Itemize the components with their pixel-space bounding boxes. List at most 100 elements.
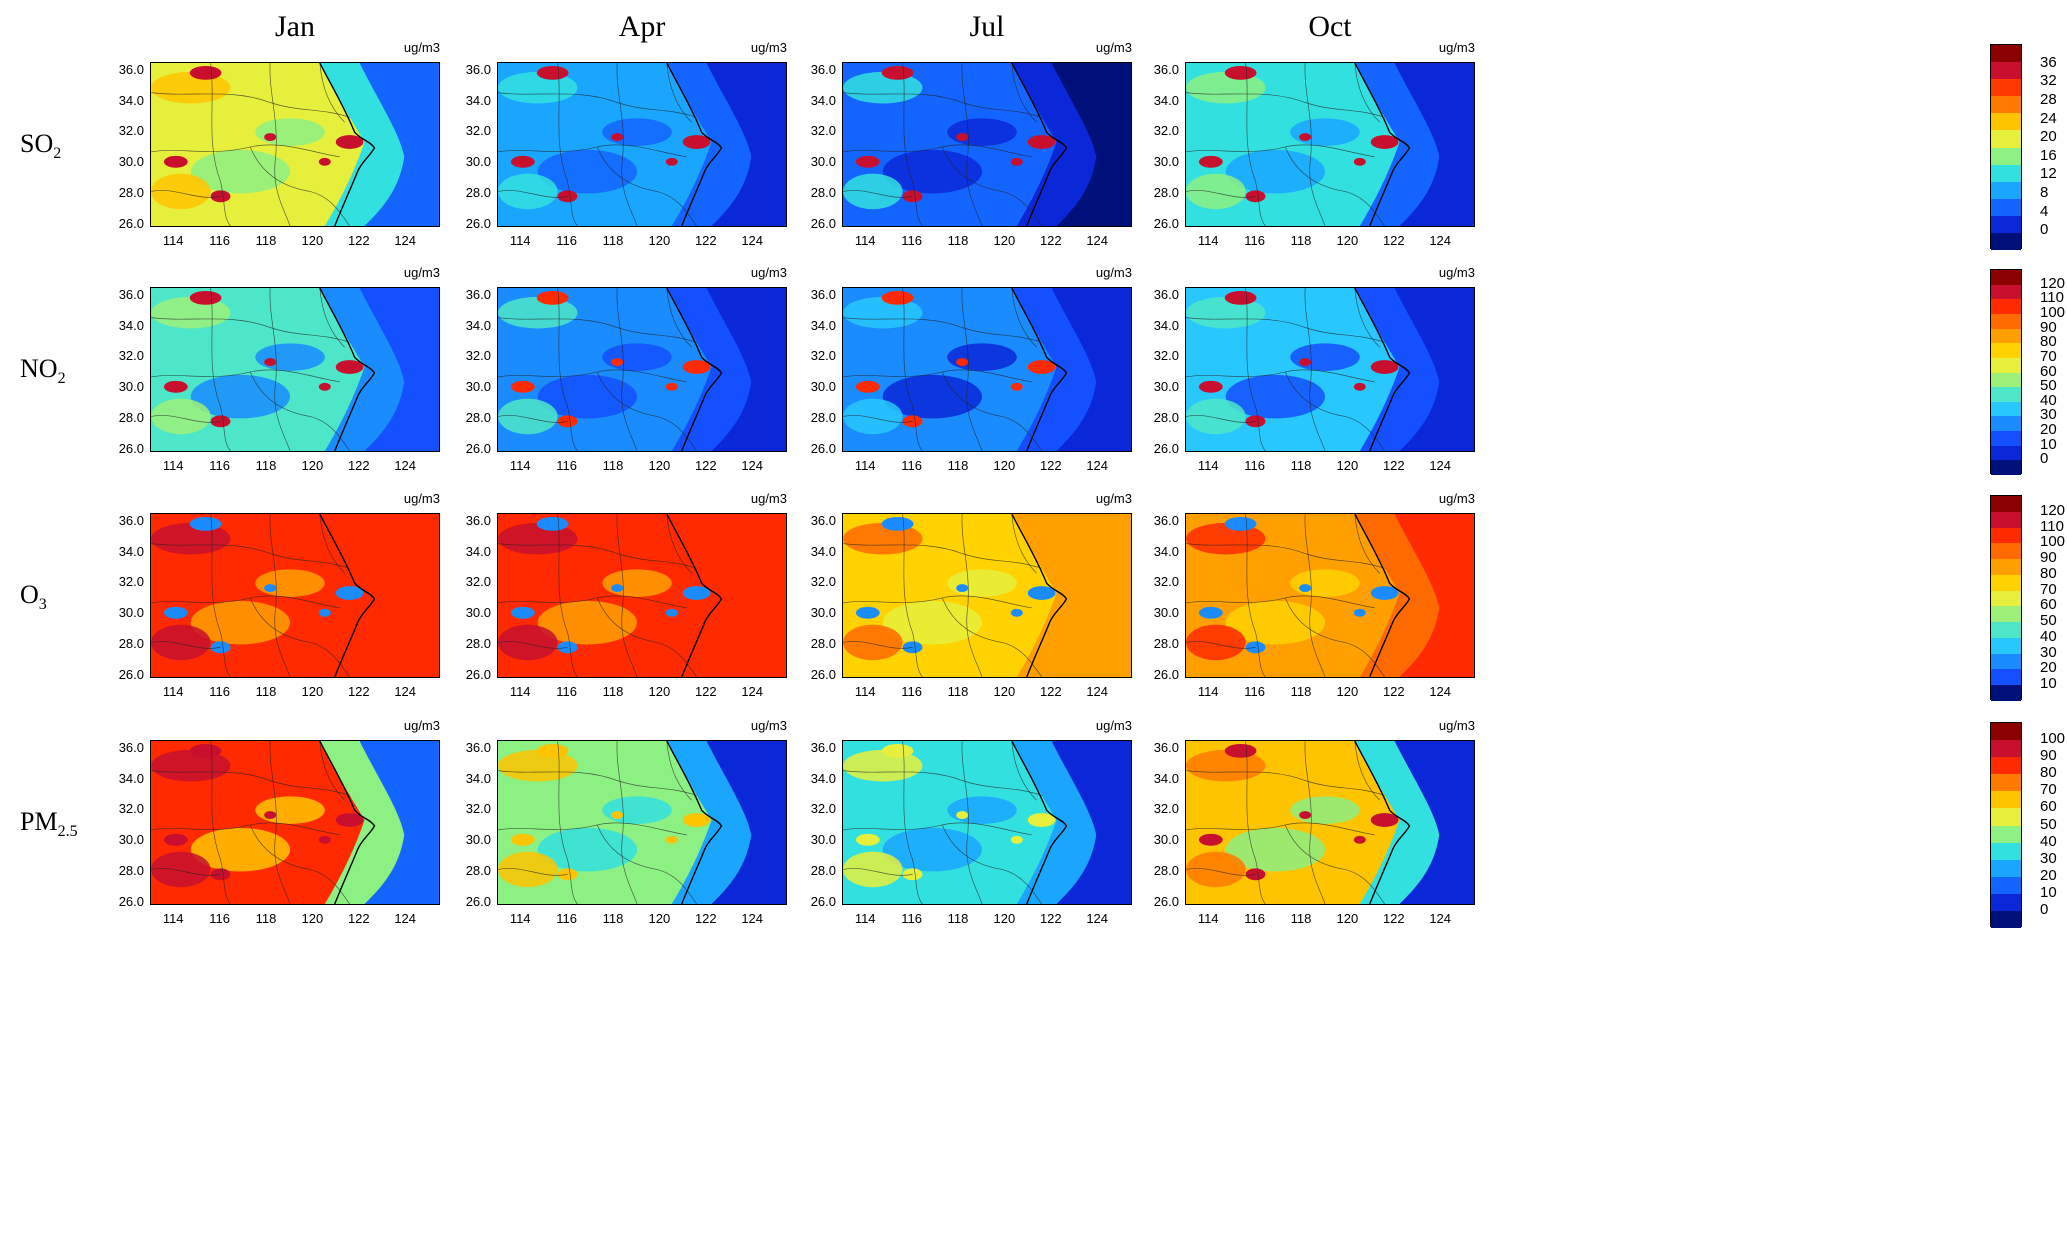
unit-label: ug/m3 <box>750 265 787 280</box>
lat-tick-label: 34.0 <box>1153 92 1179 108</box>
lat-tick-label: 26.0 <box>810 215 836 231</box>
lat-tick-label: 28.0 <box>810 863 836 879</box>
concentration-blob <box>498 173 558 210</box>
row-label-pm25: PM2.5 <box>20 807 110 841</box>
province-boundary <box>666 514 692 574</box>
province-boundary <box>941 824 1042 904</box>
concentration-blob <box>602 343 672 371</box>
concentration-blob <box>1186 851 1246 888</box>
lon-tick-label: 122 <box>694 458 717 473</box>
lon-tick-label: 114 <box>509 233 531 248</box>
lat-tick-label: 28.0 <box>118 863 144 879</box>
lat-tick-label: 32.0 <box>465 348 491 364</box>
province-boundary <box>1304 63 1326 226</box>
lat-tick-label: 34.0 <box>810 770 836 786</box>
colorbar-swatch <box>1991 343 2021 359</box>
colorbar-swatch <box>1991 45 2021 63</box>
map-plot-area <box>150 287 440 452</box>
province-boundary <box>1354 741 1380 801</box>
colorbar-tick-label: 20 <box>2040 866 2057 884</box>
map-panel-pm-jan: ug/m3 36.0 34.0 32.0 30.0 28.0 26.0 114 116 118 12… <box>119 718 440 926</box>
hotspot <box>855 833 880 846</box>
concentration-blob <box>190 600 291 645</box>
colorbar-swatch <box>1991 511 2021 529</box>
row-label-no2: NO2 <box>20 354 110 388</box>
lat-tick-label: 26.0 <box>465 893 491 909</box>
concentration-blob <box>151 851 211 888</box>
unit-label: ug/m3 <box>403 491 440 506</box>
province-boundary <box>1011 514 1037 574</box>
hotspot <box>1010 157 1023 166</box>
hotspot <box>956 584 969 593</box>
unit-label: ug/m3 <box>403 718 440 733</box>
hotspot <box>318 608 331 617</box>
lat-tick-label: 28.0 <box>810 410 836 426</box>
hotspot <box>1224 65 1257 80</box>
concentration-field <box>843 741 1131 904</box>
colorbar-tick-label: 10 <box>2040 675 2057 693</box>
province-boundary <box>843 641 913 649</box>
unit-label: ug/m3 <box>1095 265 1132 280</box>
hotspot <box>318 835 331 844</box>
lon-tick-label: 120 <box>993 911 1016 926</box>
hotspot <box>163 380 188 393</box>
month-header-jul: Jul <box>969 10 1005 43</box>
lon-tick-label: 118 <box>255 911 277 926</box>
coastline <box>1354 514 1411 677</box>
lon-tick-label: 120 <box>1336 458 1359 473</box>
colorbar-so2 <box>1990 44 2022 251</box>
lon-tick-label: 116 <box>901 458 922 473</box>
lon-tick-label: 118 <box>1290 911 1312 926</box>
lat-tick-label: 36.0 <box>465 61 491 77</box>
lat-tick-label: 28.0 <box>810 636 836 652</box>
lat-tick-label: 30.0 <box>118 605 144 621</box>
lat-tick-label: 36.0 <box>118 61 144 77</box>
lat-tick-label: 32.0 <box>465 123 491 139</box>
lon-tick-label: 118 <box>947 911 969 926</box>
province-boundary <box>151 543 350 569</box>
colorbar-swatch <box>1991 791 2021 809</box>
colorbar-swatch <box>1991 130 2021 148</box>
unit-label: ug/m3 <box>1438 265 1475 280</box>
lat-tick-label: 32.0 <box>810 348 836 364</box>
map-plot-area <box>497 287 787 452</box>
lat-tick-label: 34.0 <box>118 92 144 108</box>
lon-tick-label: 118 <box>602 911 624 926</box>
hotspot <box>682 135 711 149</box>
hotspot <box>536 65 569 80</box>
unit-label: ug/m3 <box>1438 40 1475 55</box>
colorbar-tick-label: 28 <box>2040 90 2057 108</box>
lat-tick-label: 34.0 <box>810 543 836 559</box>
hotspot <box>1224 516 1257 531</box>
colorbar-swatch <box>1991 543 2021 560</box>
hotspot <box>1299 133 1312 142</box>
province-boundary <box>210 288 231 451</box>
hotspot <box>510 606 535 619</box>
province-boundary <box>1186 822 1375 836</box>
province-boundary <box>498 415 568 423</box>
province-boundary <box>1011 741 1037 801</box>
colorbar-swatch <box>1991 859 2021 878</box>
concentration-blob <box>882 149 983 194</box>
province-boundary <box>319 63 345 123</box>
colorbar-tick-label: 100 <box>2040 533 2066 551</box>
colorbar-tick-label: 30 <box>2040 643 2057 661</box>
concentration-field <box>843 63 1131 226</box>
lat-tick-label: 32.0 <box>118 123 144 139</box>
lon-tick-label: 122 <box>1382 684 1405 699</box>
lat-tick-label: 34.0 <box>810 92 836 108</box>
lat-tick-label: 26.0 <box>1153 440 1179 456</box>
hotspot <box>881 743 914 758</box>
concentration-blob <box>1186 624 1246 661</box>
province-boundary <box>843 144 1032 158</box>
lon-tick-label: 116 <box>1244 684 1265 699</box>
lat-tick-label: 26.0 <box>810 893 836 909</box>
province-boundary <box>1354 63 1380 123</box>
lon-tick-label: 116 <box>556 458 577 473</box>
concentration-blob <box>151 173 211 210</box>
lon-tick-label: 124 <box>1429 684 1452 699</box>
province-boundary <box>498 543 697 569</box>
hotspot <box>855 606 880 619</box>
lon-tick-label: 114 <box>854 458 876 473</box>
province-boundary <box>210 741 231 904</box>
